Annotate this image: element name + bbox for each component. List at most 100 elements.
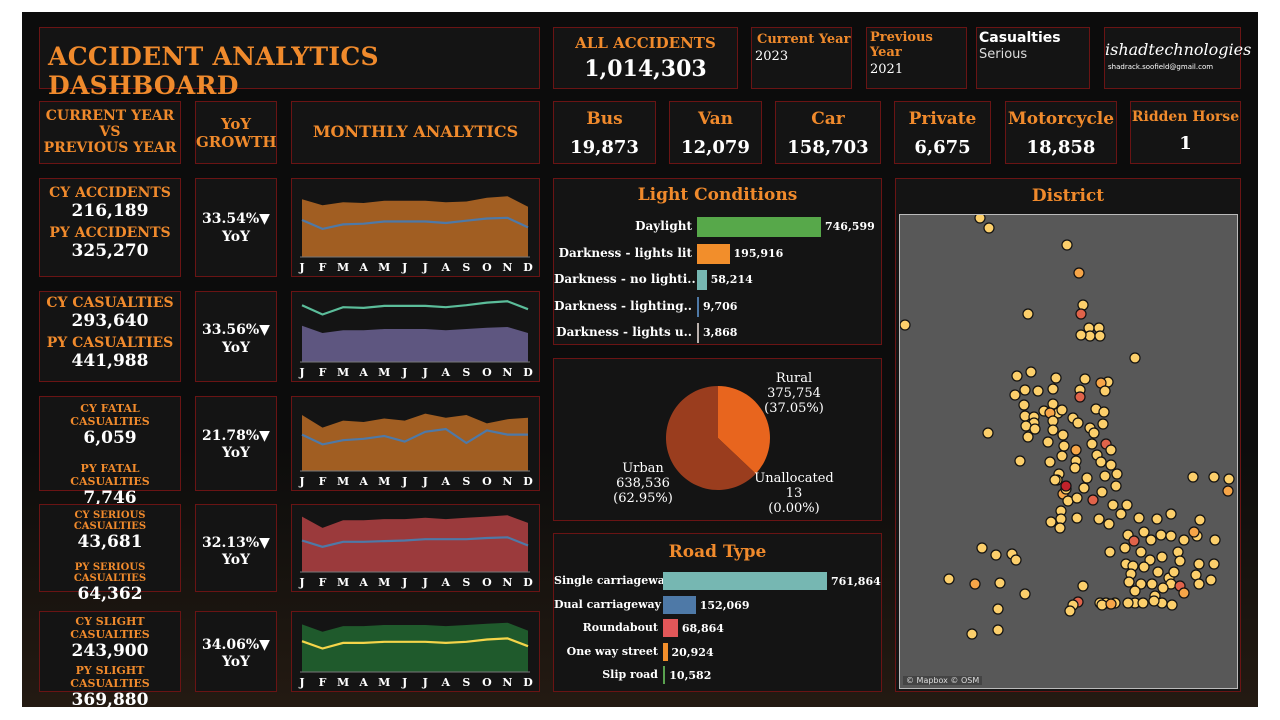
accident-point[interactable] xyxy=(1223,473,1235,485)
accident-point[interactable] xyxy=(1178,534,1190,546)
accident-point[interactable] xyxy=(1135,546,1147,558)
accident-point[interactable] xyxy=(1187,471,1199,483)
accident-point[interactable] xyxy=(1105,444,1117,456)
accident-point[interactable] xyxy=(1049,474,1061,486)
accident-point[interactable] xyxy=(1121,499,1133,511)
accident-point[interactable] xyxy=(1070,444,1082,456)
accident-point[interactable] xyxy=(1022,308,1034,320)
accident-point[interactable] xyxy=(1222,485,1234,497)
accident-point[interactable] xyxy=(1079,373,1091,385)
accident-point[interactable] xyxy=(994,577,1006,589)
accident-point[interactable] xyxy=(1075,329,1087,341)
accident-point[interactable] xyxy=(1098,406,1110,418)
accident-point[interactable] xyxy=(1165,508,1177,520)
district-map[interactable]: © Mapbox © OSM xyxy=(899,214,1238,689)
accident-point[interactable] xyxy=(1077,299,1089,311)
accident-point[interactable] xyxy=(1174,555,1186,567)
accident-point[interactable] xyxy=(974,215,986,224)
accident-point[interactable] xyxy=(1095,456,1107,468)
accident-point[interactable] xyxy=(1138,526,1150,538)
accident-point[interactable] xyxy=(966,628,978,640)
accident-point[interactable] xyxy=(1071,492,1083,504)
accident-point[interactable] xyxy=(1099,470,1111,482)
accident-point[interactable] xyxy=(1178,587,1190,599)
bar[interactable] xyxy=(663,642,668,661)
accident-point[interactable] xyxy=(1156,551,1168,563)
road-type-chart[interactable]: Road Type Single carriageway 761,864 Dual … xyxy=(553,533,882,692)
vehicle-card-van[interactable]: Van 12,079 xyxy=(669,101,762,164)
accident-point[interactable] xyxy=(1087,494,1099,506)
accident-point[interactable] xyxy=(1205,574,1217,586)
accident-point[interactable] xyxy=(1110,480,1122,492)
accident-point[interactable] xyxy=(1115,508,1127,520)
urban-rural-pie-card[interactable]: Rural 375,754 (37.05%) Urban 638,536 (62… xyxy=(553,358,882,521)
accident-point[interactable] xyxy=(1073,267,1085,279)
accident-point[interactable] xyxy=(1151,513,1163,525)
accident-point[interactable] xyxy=(1168,566,1180,578)
accident-point[interactable] xyxy=(1099,385,1111,397)
accident-point[interactable] xyxy=(1096,486,1108,498)
accident-point[interactable] xyxy=(1105,598,1117,610)
accident-point[interactable] xyxy=(1172,546,1184,558)
accident-point[interactable] xyxy=(1018,399,1030,411)
accident-point[interactable] xyxy=(992,624,1004,636)
accident-point[interactable] xyxy=(990,549,1002,561)
accident-point[interactable] xyxy=(1088,427,1100,439)
pie-slice-rural[interactable] xyxy=(718,386,770,474)
bar[interactable] xyxy=(663,666,666,684)
bar[interactable] xyxy=(697,296,699,317)
accident-point[interactable] xyxy=(1093,513,1105,525)
accident-point[interactable] xyxy=(1019,588,1031,600)
bar[interactable] xyxy=(697,243,730,264)
accident-point[interactable] xyxy=(1069,462,1081,474)
accident-point[interactable] xyxy=(1135,578,1147,590)
accident-point[interactable] xyxy=(1056,404,1068,416)
accident-point[interactable] xyxy=(1011,370,1023,382)
accident-point[interactable] xyxy=(1081,472,1093,484)
accident-point[interactable] xyxy=(1072,417,1084,429)
accident-point[interactable] xyxy=(1166,599,1178,611)
accident-point[interactable] xyxy=(1060,480,1072,492)
accident-point[interactable] xyxy=(900,319,911,331)
accident-point[interactable] xyxy=(1122,597,1134,609)
bar[interactable] xyxy=(663,595,696,614)
accident-point[interactable] xyxy=(1157,582,1169,594)
accident-point[interactable] xyxy=(1071,512,1083,524)
accident-point[interactable] xyxy=(1097,418,1109,430)
accident-point[interactable] xyxy=(1105,459,1117,471)
accident-point[interactable] xyxy=(1133,512,1145,524)
current-year-filter[interactable]: Current Year 2023 xyxy=(751,27,852,89)
accident-point[interactable] xyxy=(1010,554,1022,566)
accident-point[interactable] xyxy=(1044,456,1056,468)
accident-point[interactable] xyxy=(1107,499,1119,511)
accident-point[interactable] xyxy=(1193,578,1205,590)
district-map-card[interactable]: District © Mapbox © OSM xyxy=(895,178,1241,692)
accident-point[interactable] xyxy=(1152,566,1164,578)
accident-point[interactable] xyxy=(1165,530,1177,542)
accident-point[interactable] xyxy=(1193,558,1205,570)
vehicle-card-bus[interactable]: Bus 19,873 xyxy=(553,101,656,164)
bar[interactable] xyxy=(663,619,678,637)
bar[interactable] xyxy=(697,270,707,290)
casualties-filter[interactable]: Casualties Serious xyxy=(976,27,1090,89)
accident-point[interactable] xyxy=(1047,424,1059,436)
accident-point[interactable] xyxy=(1054,522,1066,534)
accident-point[interactable] xyxy=(1138,561,1150,573)
accident-point[interactable] xyxy=(1129,585,1141,597)
accident-point[interactable] xyxy=(1050,372,1062,384)
accident-point[interactable] xyxy=(1111,468,1123,480)
light-conditions-chart[interactable]: Light Conditions Daylight 746,599 Darkness… xyxy=(553,178,882,345)
accident-point[interactable] xyxy=(1078,482,1090,494)
accident-point[interactable] xyxy=(943,573,955,585)
accident-point[interactable] xyxy=(992,603,1004,615)
accident-point[interactable] xyxy=(1188,526,1200,538)
accident-point[interactable] xyxy=(1029,423,1041,435)
accident-point[interactable] xyxy=(1148,595,1160,607)
accident-point[interactable] xyxy=(1056,450,1068,462)
accident-point[interactable] xyxy=(1104,546,1116,558)
accident-point[interactable] xyxy=(982,427,994,439)
